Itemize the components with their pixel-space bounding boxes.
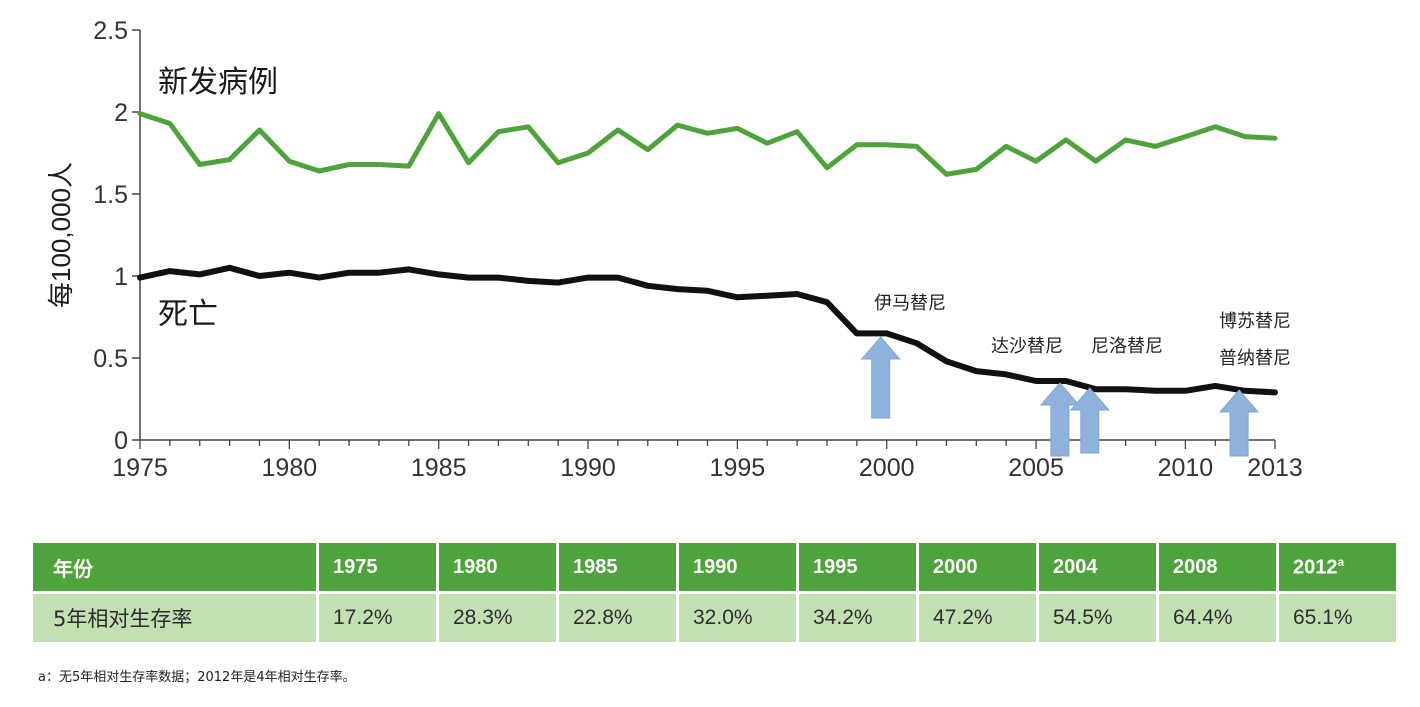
- footnote: a：无5年相对生存率数据；2012年是4年相对生存率。: [38, 670, 356, 685]
- rate-cell: 54.5%: [1036, 591, 1159, 645]
- rate-cell: 65.1%: [1276, 591, 1399, 645]
- series-line-incidence: [137, 111, 1278, 177]
- x-tick-label: 1995: [710, 454, 766, 482]
- rate-cell: 47.2%: [916, 591, 1039, 645]
- y-tick-label: 1.5: [93, 181, 128, 209]
- annotation-dasatinib: 达沙替尼: [991, 336, 1063, 356]
- year-cell-last: 2012a: [1276, 540, 1399, 594]
- rate-cell: 22.8%: [556, 591, 679, 645]
- y-tick-label: 0.5: [93, 345, 128, 373]
- year-cell: 2000: [916, 540, 1039, 594]
- x-tick-label: 2010: [1158, 454, 1214, 482]
- rate-cell: 28.3%: [436, 591, 559, 645]
- x-tick-label: 1975: [112, 454, 168, 482]
- year-cell: 2008: [1156, 540, 1279, 594]
- year-last: 2012: [1293, 556, 1338, 579]
- axes: [139, 30, 1275, 441]
- footnote-marker: a: [1337, 554, 1345, 569]
- y-tick-label: 2: [114, 99, 128, 127]
- y-tick-label: 1: [114, 263, 128, 291]
- year-cell: 1980: [436, 540, 559, 594]
- table-values-row: 5年相对生存率 17.2% 28.3% 22.8% 32.0% 34.2% 47…: [30, 591, 1399, 645]
- x-tick-label: 1980: [262, 454, 318, 482]
- chart: 0 0.5 1 1.5 2 2.5 1975 1980 1985 1990 1995 2000 200…: [46, 17, 1303, 482]
- year-cell: 1985: [556, 540, 679, 594]
- survival-table: 年份 1975 1980 1985 1990 1995 2000 2004 20…: [30, 540, 1399, 645]
- year-cell: 1975: [316, 540, 439, 594]
- y-tick-label: 0: [114, 427, 128, 455]
- year-cell: 1990: [676, 540, 799, 594]
- rate-cell: 64.4%: [1156, 591, 1279, 645]
- year-cell: 2004: [1036, 540, 1159, 594]
- series-line-mortality: [137, 264, 1278, 396]
- row-label: 5年相对生存率: [30, 591, 319, 645]
- annotation-imatinib: 伊马替尼: [874, 293, 946, 313]
- x-tick-label: 2005: [1008, 454, 1064, 482]
- x-tick-label: 1985: [411, 454, 467, 482]
- series-label-incidence: 新发病例: [158, 66, 278, 99]
- year-cell: 1995: [796, 540, 919, 594]
- y-axis-label: 每100,000人: [46, 162, 76, 308]
- annotation-nilotinib: 尼洛替尼: [1091, 336, 1163, 356]
- annotation-bosutinib: 博苏替尼: [1219, 311, 1291, 331]
- table-header-row: 年份 1975 1980 1985 1990 1995 2000 2004 20…: [30, 540, 1399, 594]
- annotation-ponatinib: 普纳替尼: [1219, 348, 1291, 368]
- arrow-nilotinib-icon: [1069, 387, 1110, 454]
- x-tick-label: 2000: [859, 454, 915, 482]
- x-tick-label: 1990: [560, 454, 616, 482]
- rate-cell: 34.2%: [796, 591, 919, 645]
- arrow-dasatinib-icon: [1039, 382, 1080, 457]
- header-label: 年份: [30, 540, 319, 594]
- y-tick-label: 2.5: [93, 17, 128, 45]
- series-label-mortality: 死亡: [158, 298, 218, 331]
- x-tick-label: 2013: [1247, 454, 1303, 482]
- arrow-bosutinib-ponatinib-icon: [1219, 389, 1260, 457]
- arrow-imatinib-icon: [860, 336, 901, 419]
- rate-cell: 32.0%: [676, 591, 799, 645]
- rate-cell: 17.2%: [316, 591, 439, 645]
